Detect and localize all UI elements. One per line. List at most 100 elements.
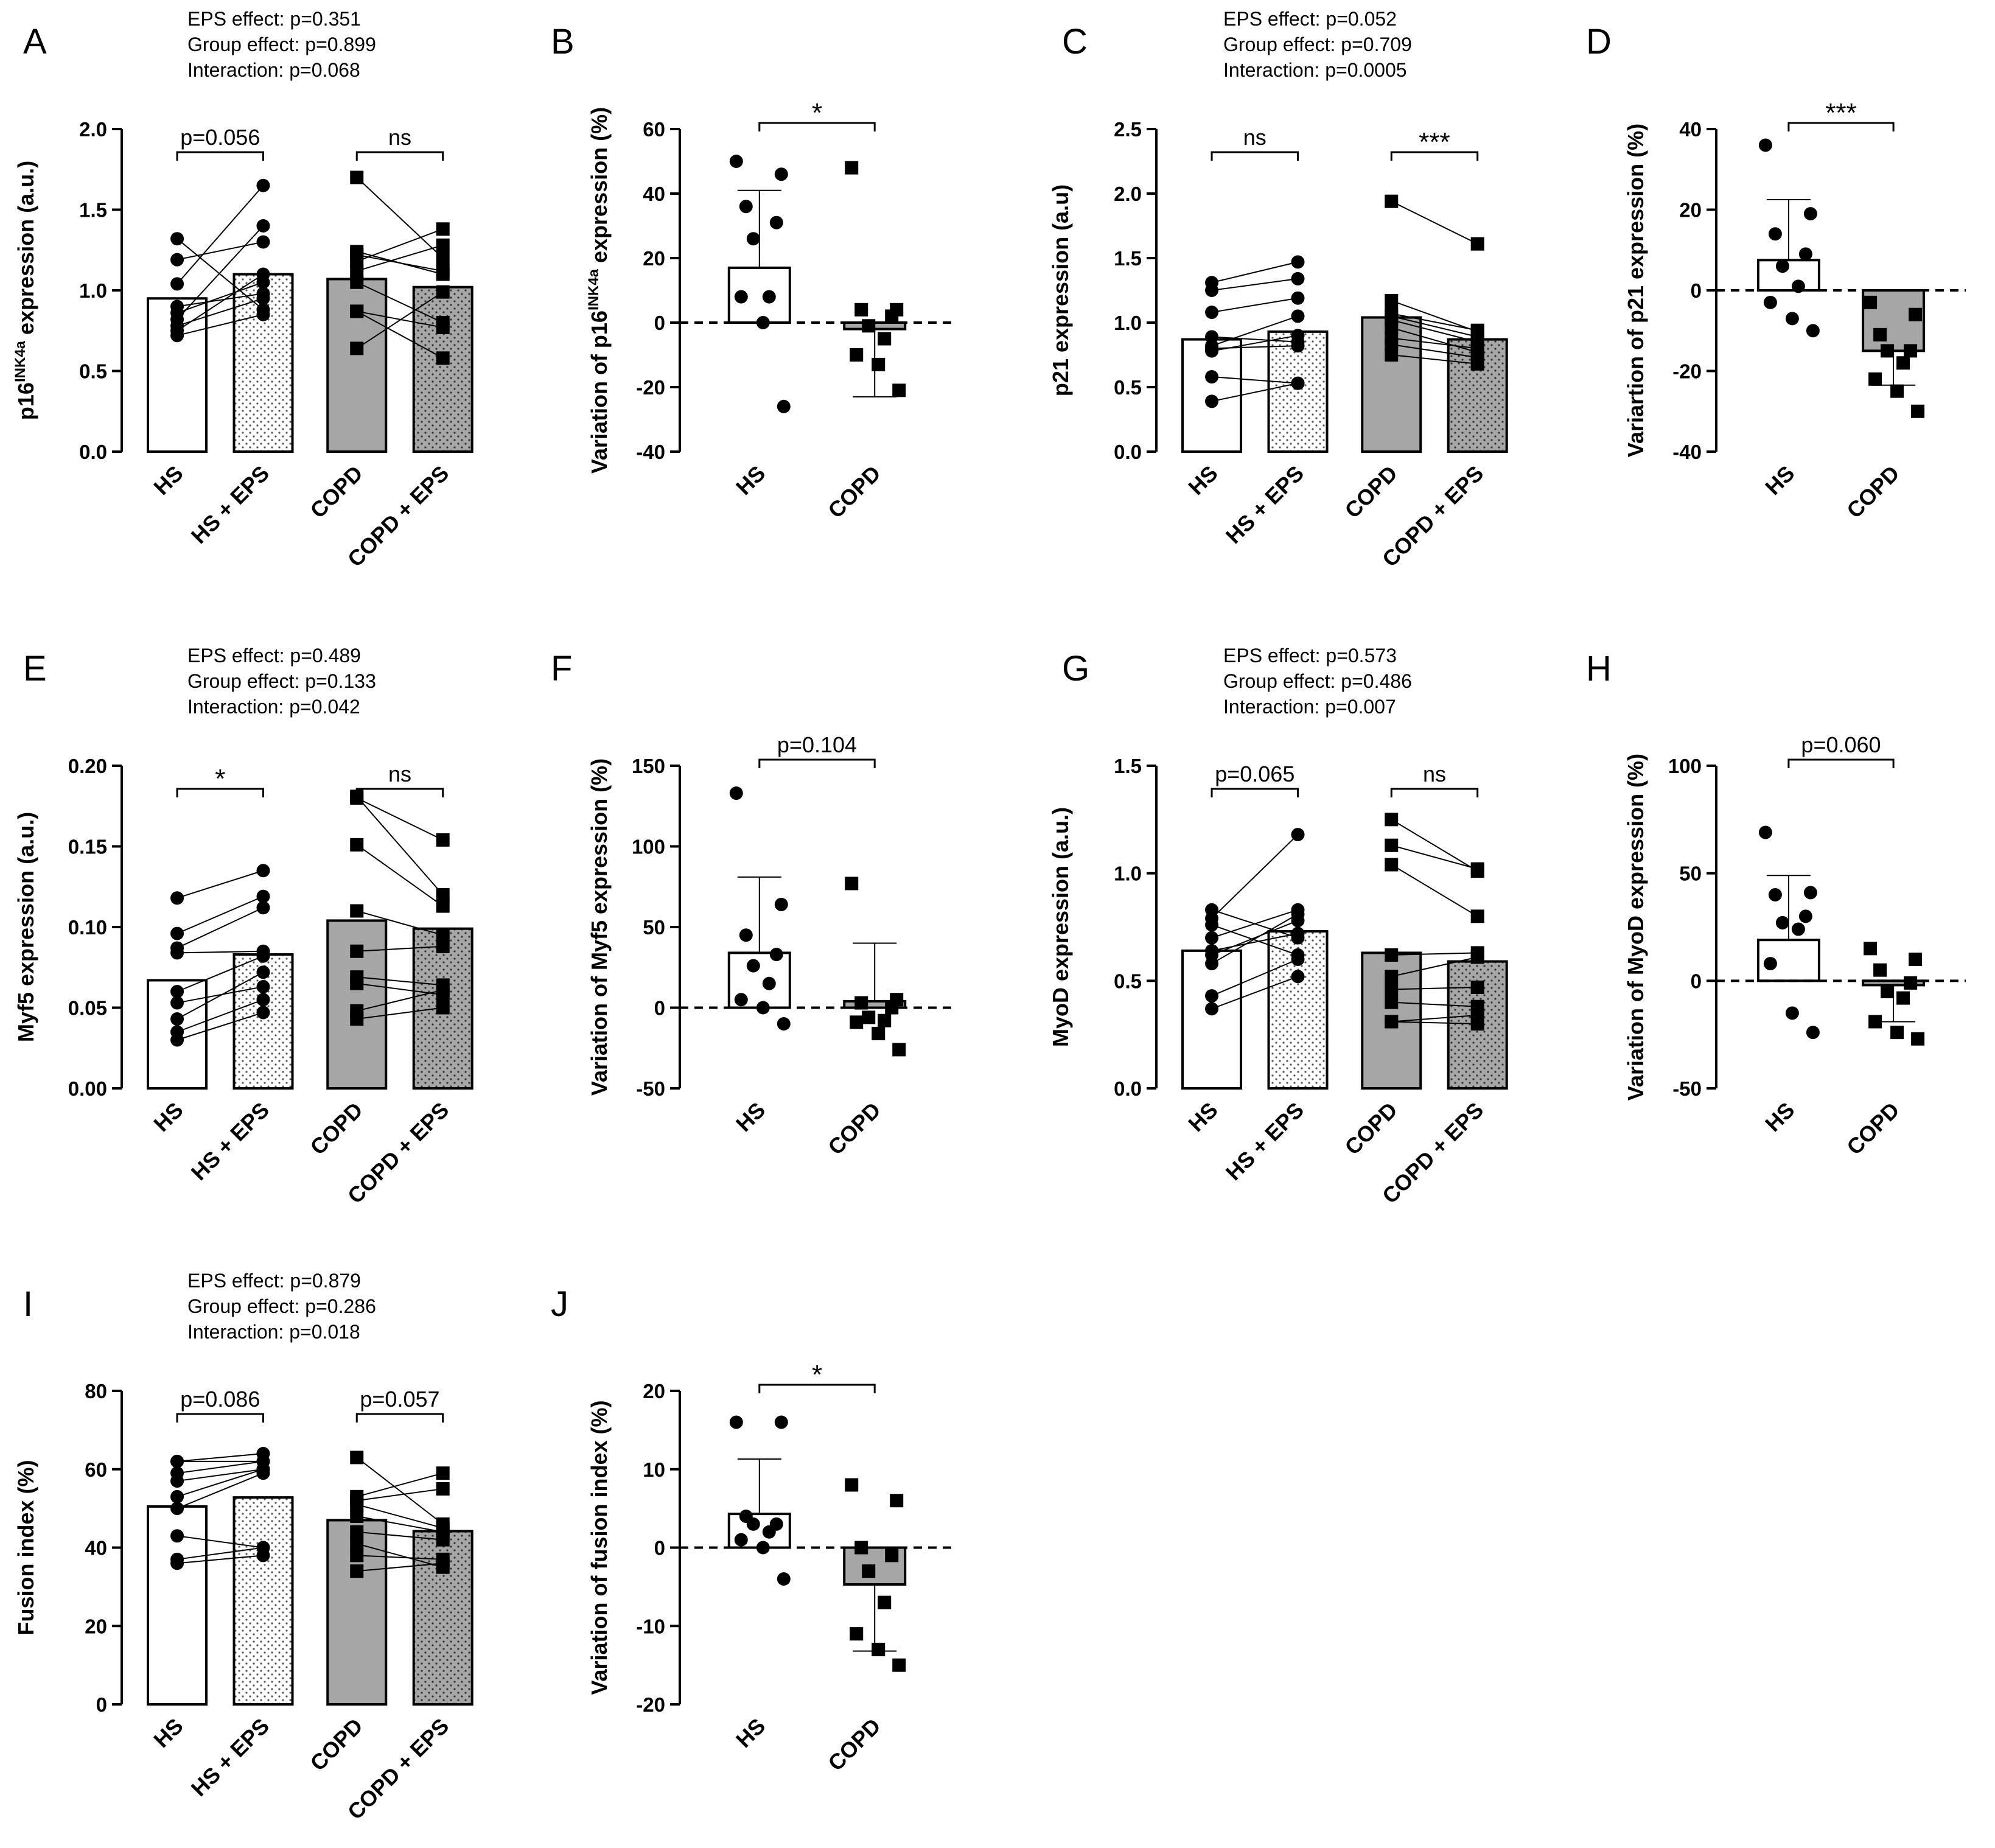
data-point [862, 1564, 876, 1578]
data-point [256, 219, 270, 233]
stats-line: Interaction: p=0.007 [1223, 696, 1396, 718]
data-point [734, 993, 748, 1007]
x-tick-label: HS + EPS [186, 461, 274, 548]
data-point [170, 306, 184, 320]
data-point [1791, 922, 1805, 936]
paired-line [176, 870, 264, 899]
data-point [872, 1026, 886, 1040]
significance-label: * [215, 764, 225, 794]
y-axis-label: Variation of MyoD expression (%) [1623, 754, 1648, 1101]
data-point [878, 1595, 892, 1609]
paired-line [357, 1488, 443, 1502]
data-point [1385, 970, 1399, 984]
data-point [256, 901, 270, 915]
panel-B: -40 -20 0 20 40 60 Variation of p16INK4a expre… [551, 22, 954, 523]
paired-line [176, 971, 264, 1020]
paired-line [356, 291, 444, 349]
data-point [1291, 931, 1305, 945]
panel-C: 0.0 0.5 1.0 1.5 2.0 2.5 p21 expression (a.u) ns… [1048, 8, 1508, 572]
paired-line [1211, 976, 1298, 1010]
data-point [1470, 980, 1484, 994]
data-point [762, 976, 776, 990]
data-point [774, 167, 788, 181]
data-point [890, 1494, 904, 1508]
paired-line [357, 1516, 443, 1533]
significance-label: * [812, 1360, 822, 1390]
data-point [1291, 255, 1305, 269]
paired-line [176, 999, 264, 1033]
y-axis-label: MyoD expression (a.u.) [1048, 807, 1073, 1047]
data-point [1881, 344, 1895, 358]
panel-G: 0.0 0.5 1.0 1.5 MyoD expression (a.u.) p=0.06… [1048, 645, 1508, 1208]
y-tick-label: 40 [85, 1537, 107, 1559]
data-point [1904, 976, 1918, 990]
data-point [1385, 858, 1399, 872]
stats-line: EPS effect: p=0.052 [1223, 8, 1397, 30]
data-point [885, 309, 899, 323]
y-axis-label-part: p21 expression (a.u) [1048, 184, 1073, 396]
x-tick-label: HS [731, 1713, 770, 1752]
paired-line [1211, 959, 1298, 996]
y-axis-label-superscript: INK4a [585, 268, 602, 310]
data-point [885, 1001, 899, 1015]
data-point [170, 1025, 184, 1039]
y-tick-label: 2.0 [1114, 183, 1142, 205]
paired-line [1211, 297, 1298, 313]
paired-line [176, 1555, 264, 1564]
panel-letter: H [1586, 649, 1612, 688]
paired-line [176, 1460, 264, 1474]
data-point [350, 838, 364, 852]
data-point [436, 888, 450, 901]
stats-line: Interaction: p=0.068 [187, 59, 360, 81]
paired-line [356, 1472, 443, 1497]
y-tick-label: 1.0 [1114, 312, 1142, 334]
paired-line [1391, 344, 1478, 359]
data-point [756, 316, 770, 329]
data-point [1385, 948, 1399, 962]
data-point [256, 275, 270, 289]
data-point [350, 1549, 364, 1563]
y-tick-label: -50 [636, 1077, 665, 1100]
y-tick-label: 2.0 [79, 118, 107, 141]
y-axis-label: Variation of p16INK4a expression (%) [585, 107, 612, 474]
significance-bracket [1787, 122, 1895, 131]
y-tick-label: 0.20 [68, 755, 107, 777]
data-point [256, 1541, 270, 1555]
x-tick-label: HS + EPS [1221, 1097, 1308, 1185]
paired-line [176, 907, 264, 949]
data-point [170, 1552, 184, 1566]
significance-label: p=0.057 [360, 1387, 439, 1412]
data-point [1873, 963, 1887, 977]
data-point [1785, 312, 1799, 326]
y-axis-label-part: p16 [13, 382, 38, 420]
data-point [436, 1517, 450, 1531]
data-point [1785, 1006, 1799, 1020]
data-point [862, 319, 876, 333]
significance-label: p=0.060 [1801, 732, 1881, 757]
x-tick-label: HS [731, 1097, 770, 1136]
paired-line [176, 1468, 264, 1497]
paired-line [1391, 1014, 1478, 1023]
data-point [850, 348, 864, 362]
significance-label: ns [1423, 761, 1446, 786]
data-point [1768, 227, 1782, 241]
paired-line [1211, 924, 1298, 956]
stats-line: Interaction: p=0.018 [187, 1321, 360, 1343]
data-point [845, 877, 859, 891]
significance-bracket [176, 788, 264, 797]
paired-line [356, 244, 443, 272]
data-point [350, 1004, 364, 1018]
paired-line [356, 177, 444, 259]
data-point [1385, 1015, 1399, 1029]
data-point [854, 996, 868, 1010]
paired-line [1211, 909, 1298, 939]
y-axis-label-part: Variation of p16 [587, 310, 612, 474]
panel-F: -50 0 50 100 150 Variation of Myf5 expression… [551, 649, 954, 1160]
y-tick-label: 0 [654, 1537, 665, 1559]
y-tick-label: 0 [1691, 970, 1702, 992]
data-point [436, 1466, 450, 1480]
data-point [256, 235, 270, 249]
data-point [170, 1502, 184, 1516]
data-point [256, 1006, 270, 1020]
significance-bracket [1211, 788, 1299, 797]
